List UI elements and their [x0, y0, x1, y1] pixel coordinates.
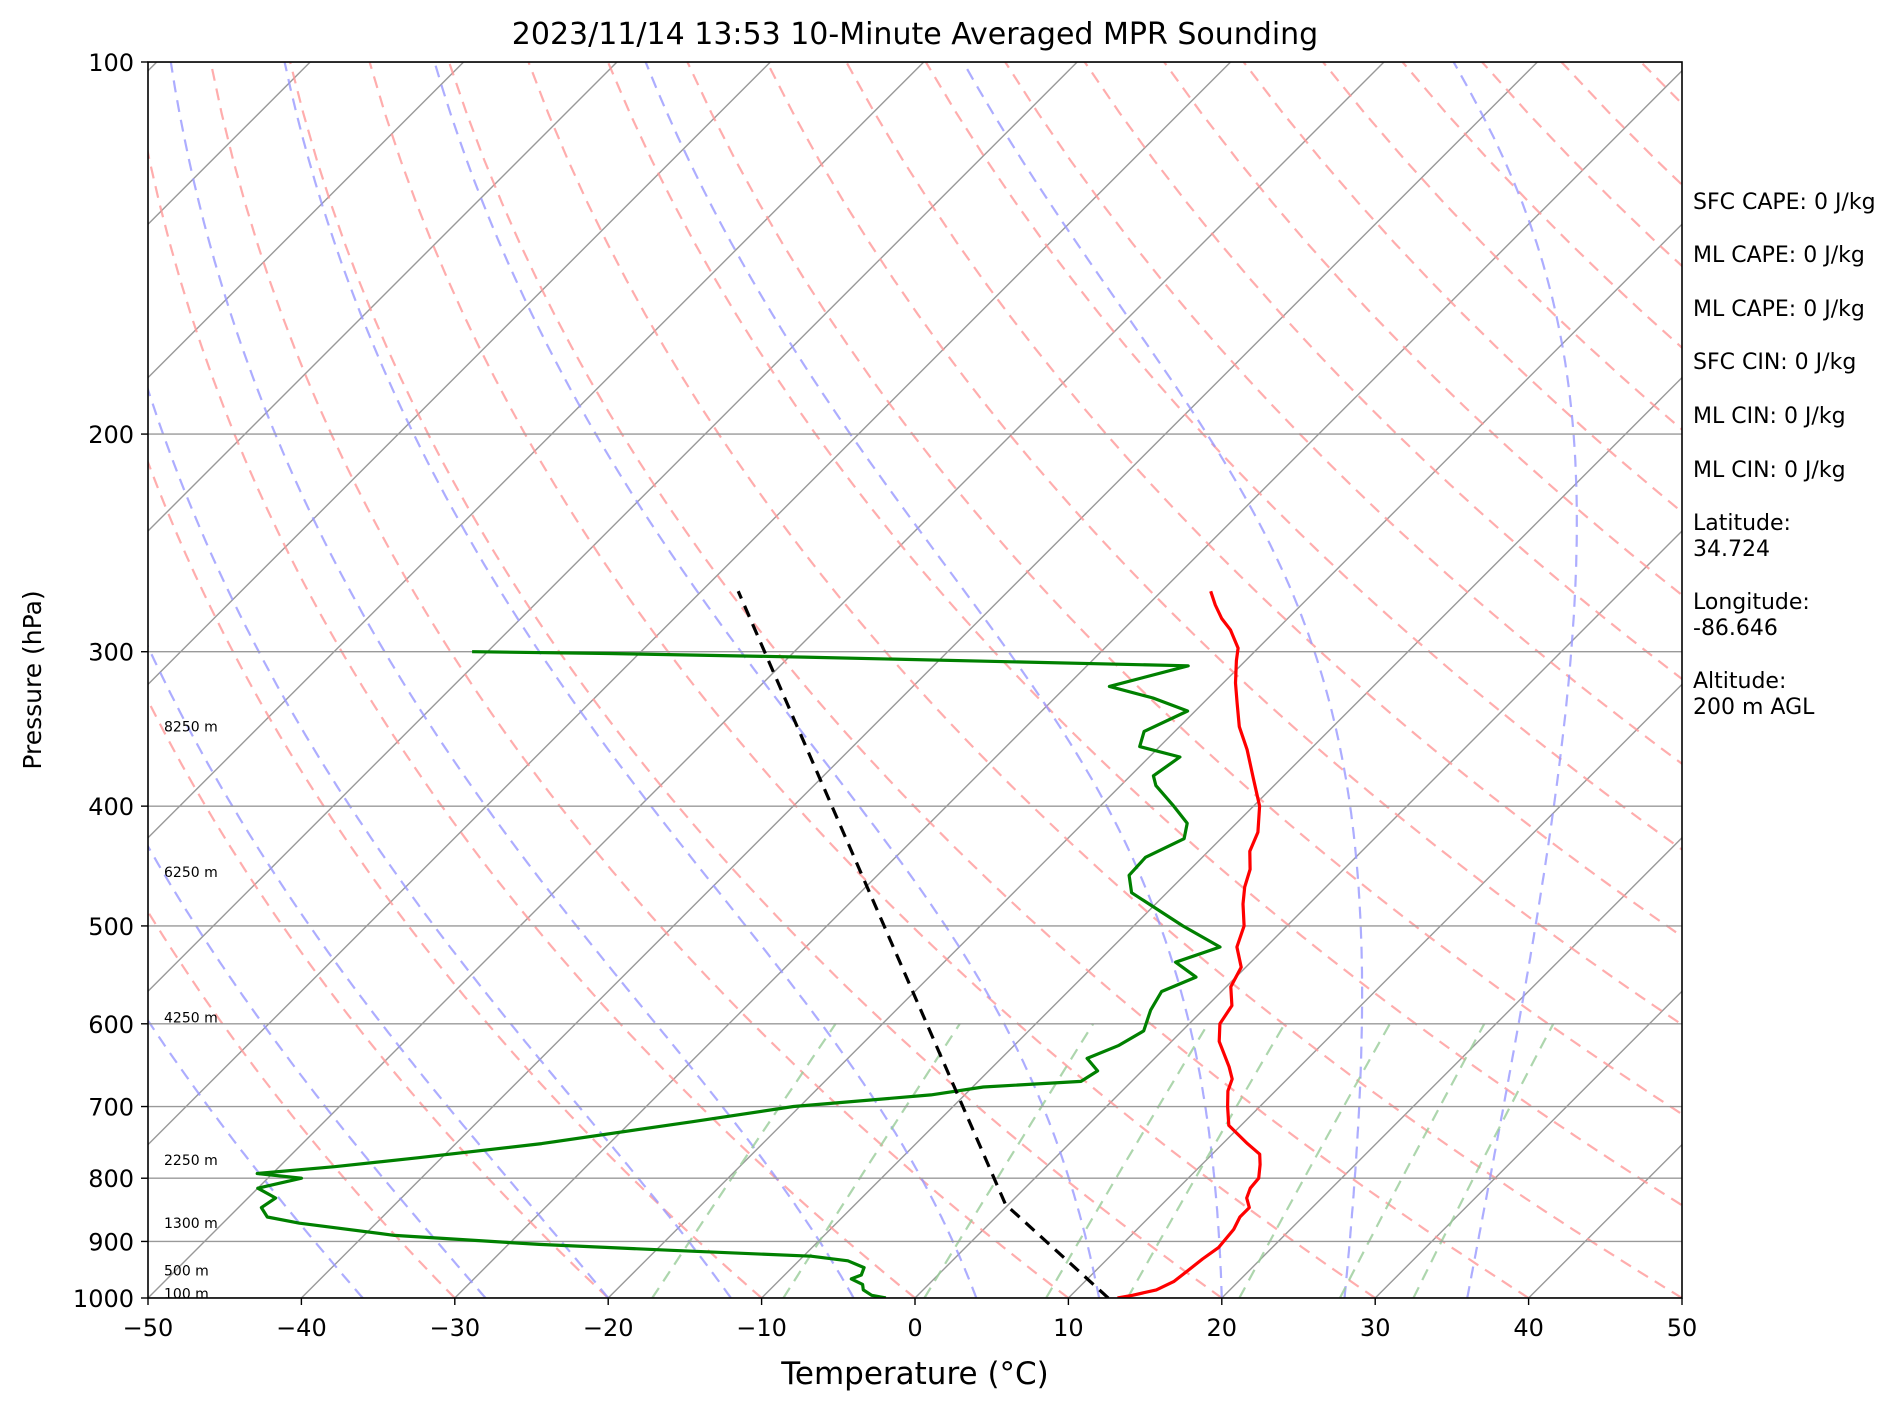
isotherm-line — [607, 223, 1682, 1298]
isotherm-line — [148, 62, 1385, 1298]
height-label: 6250 m — [164, 865, 218, 881]
mixing-ratio-line — [1126, 1023, 1286, 1298]
height-label: 500 m — [164, 1263, 209, 1279]
dry-adiabat-line — [527, 62, 1682, 1298]
isotherm-line — [914, 530, 1682, 1298]
dry-adiabat-line — [289, 62, 1223, 1298]
x-tick-label: −40 — [276, 1314, 327, 1342]
ml-cin-label-2: ML CIN: 0 J/kg — [1693, 458, 1846, 483]
chart-title: 2023/11/14 13:53 10-Minute Averaged MPR … — [512, 17, 1318, 52]
y-tick-label: 200 — [88, 421, 134, 449]
y-tick-label: 100 — [88, 49, 134, 77]
x-tick-label: 50 — [1667, 1314, 1698, 1342]
y-tick-label: 400 — [88, 793, 134, 821]
height-label: 4250 m — [164, 1010, 218, 1026]
ml-cin-label: ML CIN: 0 J/kg — [1693, 404, 1846, 429]
sfc-cin-label: SFC CIN: 0 J/kg — [1693, 350, 1857, 375]
dry-adiabat-line — [148, 459, 763, 1298]
ml-cape-label-2: ML CAPE: 0 J/kg — [1693, 297, 1865, 322]
y-axis-label: Pressure (hPa) — [18, 590, 47, 769]
isotherm-line — [761, 376, 1682, 1298]
isotherm-line — [148, 62, 925, 839]
isotherm-line — [0, 62, 3, 1298]
y-tick-label: 600 — [88, 1011, 134, 1039]
x-tick-label: −50 — [123, 1314, 174, 1342]
x-tick-label: −10 — [736, 1314, 787, 1342]
height-label: 1300 m — [164, 1216, 218, 1232]
isotherm-line — [454, 69, 1682, 1298]
dry-adiabat-line — [148, 698, 609, 1298]
x-tick-label: −30 — [429, 1314, 480, 1342]
y-tick-label: 700 — [88, 1094, 134, 1122]
moist-adiabat-line — [962, 62, 1364, 1298]
isotherm-line — [148, 62, 465, 379]
mixing-ratio-line — [1412, 1023, 1555, 1298]
y-tick-label: 500 — [88, 913, 134, 941]
height-label: 2250 m — [164, 1153, 218, 1169]
x-tick-label: −20 — [583, 1314, 634, 1342]
isotherm-line — [300, 62, 1538, 1298]
parcel-line — [736, 590, 1110, 1298]
dry-adiabat-line — [1163, 62, 1682, 597]
height-label: 100 m — [164, 1287, 209, 1303]
x-tick-label: 30 — [1360, 1314, 1391, 1342]
isotherm-line — [148, 62, 771, 686]
altitude-label: Altitude: 200 m AGL — [1693, 669, 1815, 720]
moist-adiabat-line — [644, 62, 1223, 1298]
isotherm-line — [1221, 836, 1682, 1298]
height-label: 8250 m — [164, 720, 218, 736]
x-tick-label: 0 — [907, 1314, 922, 1342]
isotherm-line — [148, 62, 1232, 1146]
dry-adiabat-line — [148, 147, 916, 1298]
plot-frame — [147, 61, 1683, 1299]
isotherm-line — [1374, 990, 1682, 1298]
sfc-cape-label: SFC CAPE: 0 J/kg — [1693, 190, 1876, 215]
dry-adiabat-line — [209, 62, 1070, 1298]
dewpoint-line — [255, 650, 1222, 1298]
x-tick-label: 20 — [1207, 1314, 1238, 1342]
mixing-ratio-line — [1338, 1023, 1486, 1298]
moist-adiabat-line — [148, 844, 487, 1298]
dry-adiabat-line — [447, 62, 1530, 1298]
mixing-ratio-line — [923, 1023, 1095, 1298]
x-tick-label: 40 — [1513, 1314, 1544, 1342]
isotherm-line — [148, 62, 1078, 993]
y-tick-label: 800 — [88, 1165, 134, 1193]
dry-adiabat-line — [1083, 62, 1682, 681]
dry-adiabat-line — [148, 909, 456, 1298]
moist-adiabat-line — [433, 62, 1101, 1298]
ml-cape-label: ML CAPE: 0 J/kg — [1693, 243, 1865, 268]
latitude-label: Latitude: 34.724 — [1693, 511, 1791, 562]
temperature-line — [1117, 590, 1262, 1298]
longitude-label: Longitude: -86.646 — [1693, 590, 1810, 641]
y-tick-label: 1000 — [73, 1285, 134, 1313]
y-tick-label: 900 — [88, 1228, 134, 1256]
x-tick-label: 10 — [1053, 1314, 1084, 1342]
mixing-ratio-line — [1238, 1023, 1391, 1298]
dry-adiabat-line — [368, 62, 1376, 1298]
isotherm-line — [148, 62, 618, 532]
moist-adiabat-line — [148, 386, 732, 1298]
moist-adiabat-line — [169, 62, 855, 1298]
mixing-ratio-line — [1045, 1023, 1209, 1298]
dry-adiabat-line — [606, 62, 1682, 1207]
moist-adiabat-line — [1452, 62, 1578, 1298]
isotherm-line — [1067, 683, 1682, 1298]
y-tick-label: 300 — [88, 639, 134, 667]
moist-adiabat-line — [148, 1018, 364, 1298]
x-axis-label: Temperature (°C) — [780, 1356, 1049, 1392]
